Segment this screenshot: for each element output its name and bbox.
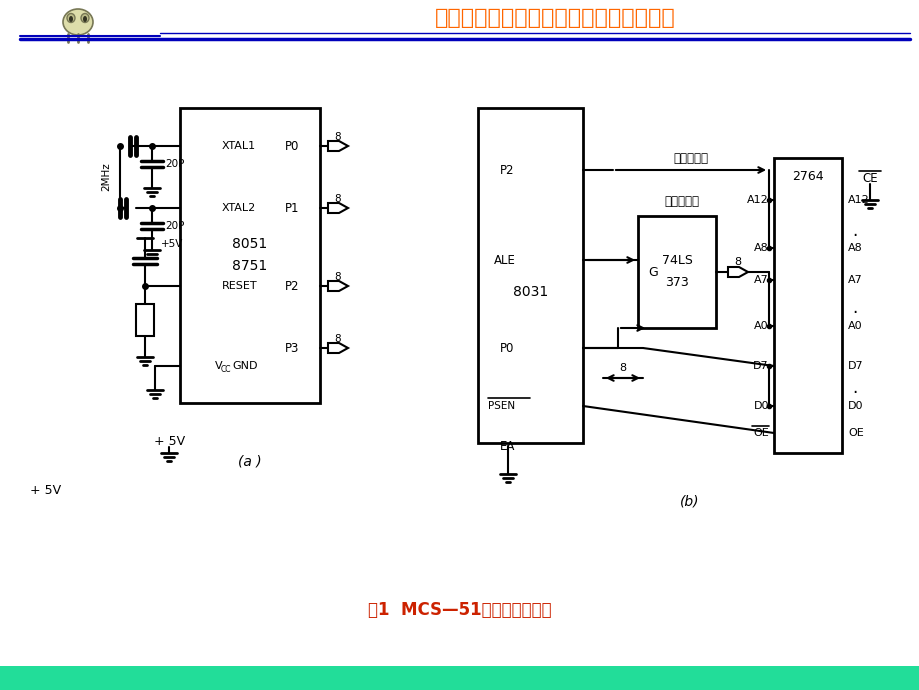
Text: 2MHz: 2MHz <box>101 163 111 191</box>
Ellipse shape <box>69 16 73 22</box>
Text: (a ): (a ) <box>238 454 262 468</box>
Polygon shape <box>328 203 347 213</box>
Ellipse shape <box>67 14 75 23</box>
Text: V: V <box>215 361 222 371</box>
Text: A7: A7 <box>754 275 768 285</box>
Text: XTAL2: XTAL2 <box>221 203 256 213</box>
Text: OE: OE <box>753 428 768 438</box>
Text: D0: D0 <box>847 401 863 411</box>
Text: P1: P1 <box>285 201 299 215</box>
Text: 单片机系统的存储器扩展及并行接口扩展: 单片机系统的存储器扩展及并行接口扩展 <box>434 8 675 28</box>
Text: 20P: 20P <box>165 221 184 231</box>
Text: D7: D7 <box>753 361 768 371</box>
Text: + 5V: + 5V <box>154 435 186 448</box>
Text: +5V: +5V <box>161 239 183 249</box>
Text: 图1  MCS—51系列最小化系统: 图1 MCS—51系列最小化系统 <box>368 601 551 619</box>
Text: 地址锁存器: 地址锁存器 <box>664 195 698 208</box>
Text: 8: 8 <box>733 257 741 267</box>
Text: D0: D0 <box>753 401 768 411</box>
Polygon shape <box>328 281 347 291</box>
Text: 8051: 8051 <box>233 237 267 250</box>
Ellipse shape <box>83 16 87 22</box>
Text: 8: 8 <box>335 334 341 344</box>
Text: 20P: 20P <box>165 159 184 169</box>
Text: P0: P0 <box>499 342 514 355</box>
Text: GND: GND <box>232 361 257 371</box>
Text: 8: 8 <box>335 194 341 204</box>
Ellipse shape <box>81 14 89 23</box>
Text: A7: A7 <box>847 275 862 285</box>
Text: A12: A12 <box>746 195 768 205</box>
Text: 8: 8 <box>335 272 341 282</box>
Text: ·: · <box>851 384 857 402</box>
Text: CE: CE <box>861 172 877 184</box>
Polygon shape <box>727 267 747 277</box>
Text: CC: CC <box>221 364 232 373</box>
Text: 8751: 8751 <box>233 259 267 273</box>
Polygon shape <box>328 343 347 353</box>
Text: 373: 373 <box>664 275 688 288</box>
Bar <box>773 158 841 453</box>
Ellipse shape <box>62 9 93 35</box>
Bar <box>478 108 583 443</box>
Text: A8: A8 <box>754 243 768 253</box>
Text: OE: OE <box>847 428 863 438</box>
Text: 8031: 8031 <box>512 285 548 299</box>
Text: 8: 8 <box>335 132 341 142</box>
Text: A8: A8 <box>847 243 862 253</box>
Text: ALE: ALE <box>494 253 516 266</box>
Polygon shape <box>328 141 347 151</box>
Text: A12: A12 <box>847 195 868 205</box>
Text: RESET: RESET <box>221 281 257 291</box>
Text: 2764: 2764 <box>791 170 823 182</box>
Text: P2: P2 <box>499 164 514 177</box>
Bar <box>180 108 320 403</box>
Text: D7: D7 <box>847 361 863 371</box>
Bar <box>0 666 919 690</box>
Text: G: G <box>647 266 657 279</box>
Text: EA: EA <box>499 440 515 453</box>
Text: ·: · <box>851 304 857 322</box>
Text: 8: 8 <box>618 363 626 373</box>
Text: P3: P3 <box>285 342 299 355</box>
Text: A0: A0 <box>847 321 862 331</box>
Bar <box>136 304 153 336</box>
Text: P2: P2 <box>285 279 299 293</box>
Text: + 5V: + 5V <box>30 484 61 497</box>
Text: A0: A0 <box>754 321 768 331</box>
Text: P0: P0 <box>285 139 299 152</box>
Text: XTAL1: XTAL1 <box>221 141 255 151</box>
Text: 高位地址线: 高位地址线 <box>673 152 708 164</box>
Text: 74LS: 74LS <box>661 253 692 266</box>
Text: ·: · <box>851 227 857 245</box>
Bar <box>637 216 715 328</box>
Text: PSEN: PSEN <box>487 401 515 411</box>
Text: (b): (b) <box>679 494 699 508</box>
